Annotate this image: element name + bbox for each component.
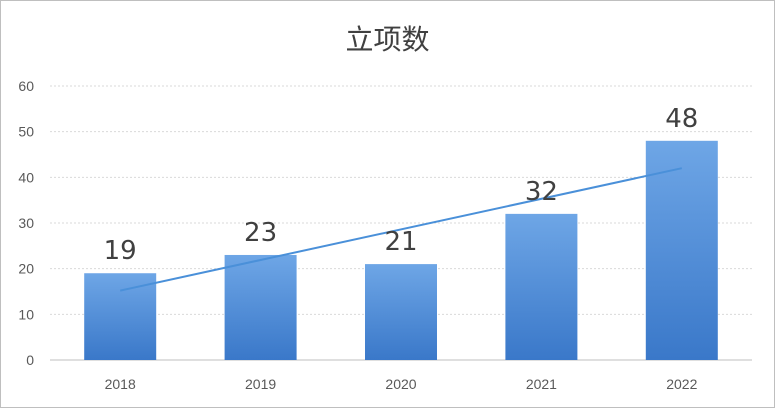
data-label-2020: 21 (384, 227, 417, 257)
data-label-2022: 48 (665, 104, 698, 134)
gridlines (50, 85, 752, 361)
x-axis-ticks: 2018 2019 2020 2021 2022 (105, 376, 698, 392)
x-tick-label: 2019 (245, 376, 276, 392)
y-tick-label: 20 (18, 261, 34, 277)
y-tick-label: 0 (26, 352, 34, 368)
data-label-2018: 19 (104, 236, 137, 266)
x-tick-label: 2020 (385, 376, 416, 392)
y-tick-label: 60 (18, 78, 34, 94)
y-tick-label: 50 (18, 124, 34, 140)
x-tick-label: 2021 (526, 376, 557, 392)
bar-2022 (645, 140, 718, 360)
bar-2019 (224, 254, 297, 360)
trendline (119, 167, 683, 292)
y-tick-label: 10 (18, 306, 34, 322)
bar-2020 (365, 264, 437, 360)
y-axis-ticks: 0 10 20 30 40 50 60 (18, 78, 34, 368)
data-labels: 19 23 21 32 48 (104, 104, 699, 266)
bar-2018 (84, 273, 157, 360)
data-label-2021: 32 (525, 177, 558, 207)
bars (84, 140, 718, 360)
chart-title: 立项数 (345, 23, 430, 56)
data-label-2019: 23 (244, 218, 277, 248)
x-tick-label: 2018 (105, 376, 136, 392)
x-tick-label: 2022 (666, 376, 697, 392)
bar-2021 (505, 213, 578, 360)
y-tick-label: 30 (18, 215, 34, 231)
trendline-layer (119, 167, 683, 292)
y-tick-label: 40 (18, 169, 34, 185)
